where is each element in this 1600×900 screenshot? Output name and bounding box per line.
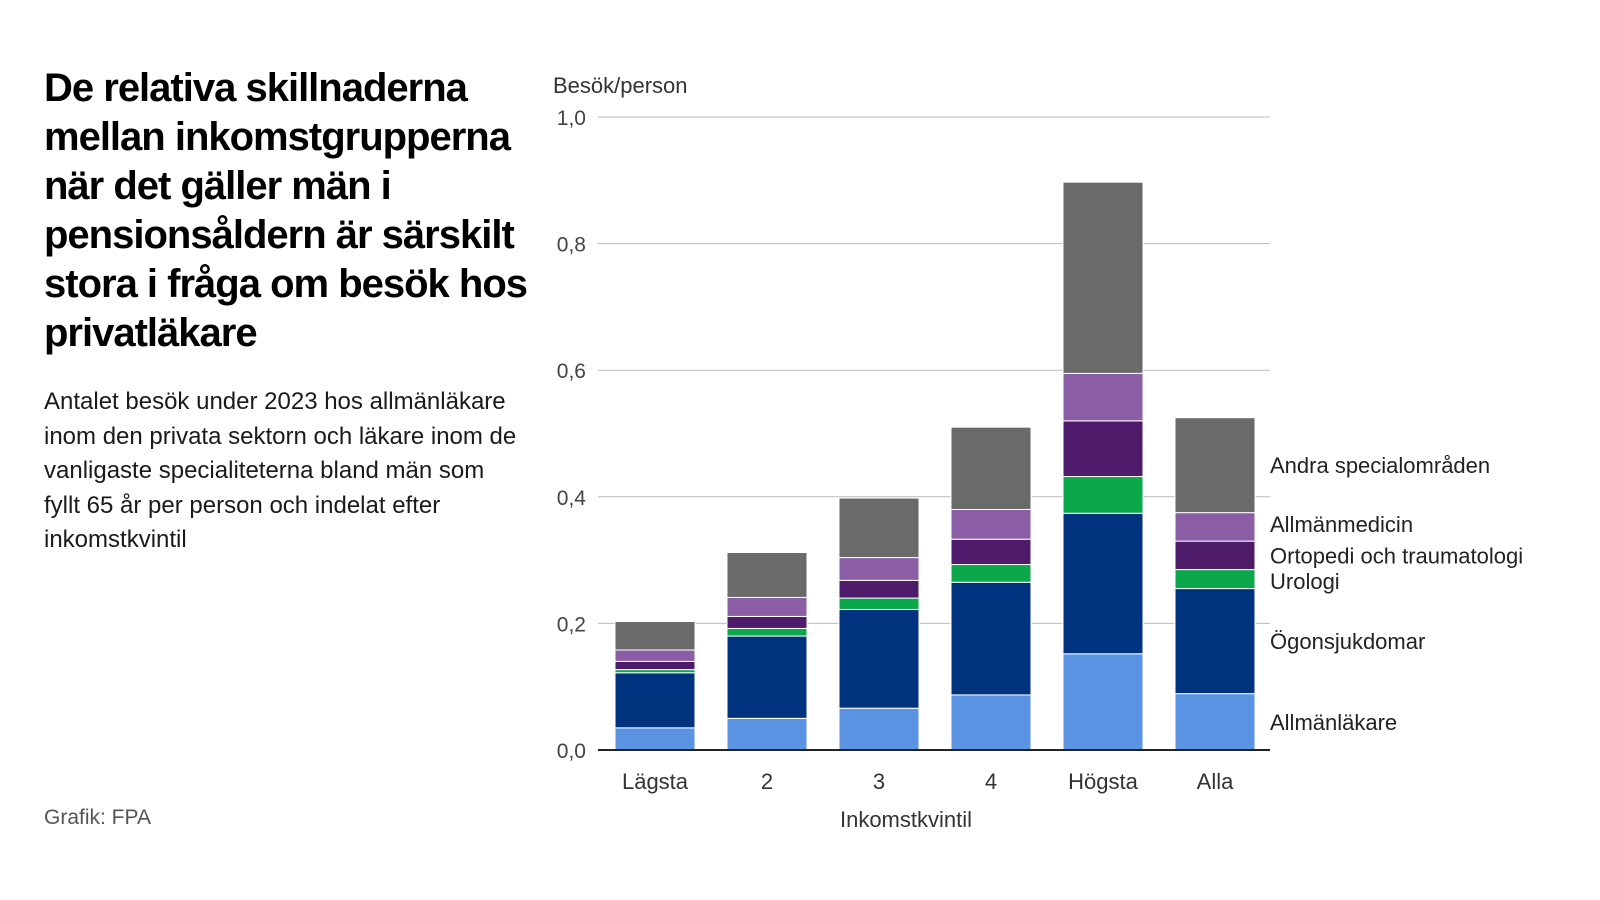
chart-title: De relativa skillnaderna mellan inkomstg…: [44, 66, 528, 355]
legend-label: Andra specialområden: [1270, 453, 1490, 478]
x-tick-label: 3: [873, 769, 885, 794]
legend-label: Urologi: [1270, 569, 1340, 594]
bar-segment: [726, 552, 808, 598]
bar-segment: [950, 694, 1032, 751]
bar-segment: [1174, 512, 1256, 542]
chart-subtitle: Antalet besök under 2023 hos allmänläkar…: [44, 388, 517, 553]
bar-segment: [1174, 693, 1256, 751]
x-tick-label: Alla: [1197, 769, 1234, 794]
bar-segment: [838, 707, 920, 751]
y-tick-label: 0,2: [557, 613, 586, 636]
bar-segment: [950, 538, 1032, 566]
bar-segment: [614, 621, 696, 651]
bar-segment: [950, 564, 1032, 583]
y-tick-label: 0,4: [557, 487, 587, 510]
legend-label: Allmänmedicin: [1270, 512, 1413, 537]
x-tick-label: 4: [985, 769, 997, 794]
bar-segment: [1062, 181, 1144, 374]
bar-segment: [950, 581, 1032, 696]
axes: 0,0 0,2 0,4 0,6 0,8 1,0 Besök/person Lägsta 2 3 4 H…: [553, 73, 1270, 832]
y-tick-label: 0,6: [557, 360, 586, 383]
y-axis-label: Besök/person: [553, 73, 688, 98]
bar-segment: [1062, 420, 1144, 478]
x-tick-label: Högsta: [1068, 769, 1138, 794]
legend-label: Allmänläkare: [1270, 710, 1397, 735]
bar-segment: [1174, 417, 1256, 514]
bar-segment: [726, 635, 808, 719]
bar-segment: [726, 615, 808, 629]
bar-segment: [614, 727, 696, 751]
bar-segment: [1062, 476, 1144, 514]
bar-segment: [838, 497, 920, 559]
x-tick-label: Lägsta: [622, 769, 689, 794]
source-credit: Grafik: FPA: [44, 806, 151, 829]
bar-segment: [614, 649, 696, 662]
bar-segment: [726, 596, 808, 617]
legend-label: Ögonsjukdomar: [1270, 629, 1425, 654]
y-tick-label: 1,0: [557, 107, 586, 130]
gridlines: [598, 116, 1270, 624]
bar-segment: [1174, 540, 1256, 571]
x-axis-label: Inkomstkvintil: [840, 807, 972, 832]
bar-segment: [726, 627, 808, 637]
y-tick-label: 0,0: [557, 740, 586, 763]
bar-segment: [1062, 653, 1144, 751]
bars: [614, 181, 1256, 751]
legend: Allmänläkare Ögonsjukdomar UrologiOrtopedi…: [1270, 453, 1523, 735]
bar-segment: [1062, 512, 1144, 655]
bar-segment: [838, 608, 920, 709]
bar-segment: [614, 660, 696, 671]
bar-segment: [838, 597, 920, 610]
bar-segment: [838, 579, 920, 599]
bar-segment: [1174, 588, 1256, 695]
bar-segment: [1062, 372, 1144, 422]
bar-segment: [1174, 569, 1256, 590]
bar-segment: [614, 672, 696, 729]
bar-segment: [726, 717, 808, 751]
legend-label: Ortopedi och traumatologi: [1270, 543, 1523, 568]
bar-segment: [950, 426, 1032, 510]
bar-segment: [950, 508, 1032, 540]
bar-segment: [838, 557, 920, 581]
y-tick-label: 0,8: [557, 234, 586, 257]
x-tick-label: 2: [761, 769, 773, 794]
